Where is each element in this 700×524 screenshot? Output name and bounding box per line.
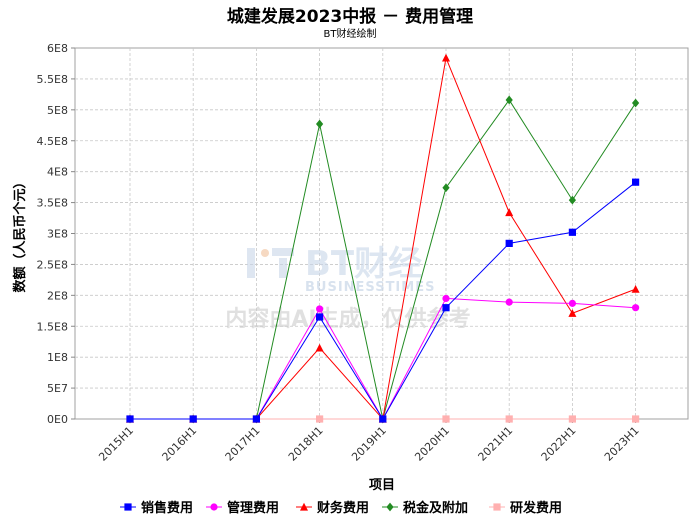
x-tick-label: 2020H1	[412, 424, 452, 464]
data-point	[442, 183, 450, 193]
watermark-text: 内容由AI生成，仅供参考	[225, 306, 470, 332]
data-point	[126, 415, 134, 423]
watermark-logo: BT财经	[305, 244, 422, 284]
y-tick-label: 3.5E8	[37, 197, 68, 210]
data-point	[316, 119, 324, 129]
x-tick-label: 2016H1	[160, 424, 200, 464]
y-tick-label: 2.5E8	[37, 258, 68, 271]
y-tick-label: 6E8	[47, 42, 68, 55]
chart-title: 城建发展2023中报 － 费用管理	[227, 6, 473, 27]
data-point	[379, 415, 387, 423]
series-0	[126, 178, 640, 423]
x-tick-label: 2021H1	[476, 424, 516, 464]
data-point	[632, 98, 640, 108]
legend-label: 研发费用	[510, 500, 562, 516]
legend-swatch-marker	[210, 503, 218, 511]
legend-label: 税金及附加	[403, 500, 468, 516]
x-axis-label: 项目	[369, 478, 395, 493]
y-axis-ticks: 0E0 5E7 1E8 1.5E8 2E8 2.5E8 3E8 3.5E8 4E8 4.5E8 5E…	[37, 42, 75, 426]
y-tick-label: 3E8	[47, 228, 68, 241]
x-tick-label: 2017H1	[223, 424, 263, 464]
x-tick-label: 2019H1	[349, 424, 389, 464]
legend: 销售费用 管理费用 财务费用 税金及附加 研发费用	[120, 500, 562, 516]
data-point	[189, 415, 197, 423]
y-tick-label: 4E8	[47, 166, 68, 179]
data-point	[316, 305, 324, 313]
data-point	[316, 313, 324, 321]
legend-item-4: 研发费用	[489, 500, 562, 516]
x-axis-ticks: 2015H1 2016H1 2017H1 2018H1 2019H1 2020H1 2021…	[96, 419, 642, 464]
x-tick-label: 2018H1	[286, 424, 326, 464]
data-point	[568, 228, 576, 236]
data-point	[316, 415, 324, 423]
y-tick-label: 1.5E8	[37, 320, 68, 333]
y-tick-label: 1E8	[47, 351, 68, 364]
legend-item-3: 税金及附加	[382, 500, 468, 516]
watermark-logo-sub: BUSINESSTIMES	[305, 280, 435, 295]
y-tick-label: 5E8	[47, 104, 68, 117]
legend-label: 销售费用	[141, 500, 193, 516]
legend-swatch-marker	[300, 502, 308, 511]
y-tick-label: 2E8	[47, 289, 68, 302]
data-point	[252, 415, 260, 423]
data-point	[505, 298, 513, 306]
data-point	[631, 284, 640, 293]
data-point	[315, 343, 324, 352]
legend-label: 财务费用	[317, 500, 369, 516]
data-point	[442, 294, 450, 303]
y-tick-label: 5E7	[47, 382, 68, 395]
legend-label: 管理费用	[227, 500, 279, 516]
data-point	[505, 239, 513, 247]
data-point	[442, 304, 450, 312]
data-point	[632, 178, 640, 186]
data-point	[505, 415, 513, 423]
legend-item-1: 管理费用	[206, 500, 279, 516]
y-tick-label: 5.5E8	[37, 73, 68, 86]
data-point	[568, 415, 576, 423]
grid-lines	[75, 48, 688, 419]
chart-subtitle: BT财经绘制	[324, 27, 377, 40]
watermark: BT财经 BUSINESSTIMES 内容由AI生成，仅供参考	[225, 244, 470, 332]
legend-item-2: 财务费用	[296, 500, 369, 516]
legend-item-0: 销售费用	[120, 500, 193, 516]
data-point	[442, 415, 450, 423]
y-tick-label: 0E0	[47, 413, 68, 426]
watermark-logo-mark	[247, 248, 294, 278]
data-point	[568, 309, 577, 317]
data-point	[505, 95, 513, 105]
x-tick-label: 2023H1	[602, 424, 642, 464]
legend-swatch-marker	[493, 503, 501, 511]
data-point	[442, 53, 450, 62]
data-point	[632, 304, 640, 312]
data-point	[568, 195, 576, 205]
series-group	[126, 53, 640, 424]
legend-swatch-marker	[124, 503, 132, 511]
x-tick-label: 2022H1	[539, 424, 579, 464]
data-point	[505, 208, 514, 217]
legend-swatch-marker	[386, 502, 394, 512]
y-axis-label: 数额（人民币个元）	[12, 175, 28, 292]
y-tick-label: 4.5E8	[37, 135, 68, 148]
x-tick-label: 2015H1	[96, 424, 136, 464]
data-point	[632, 415, 640, 423]
data-point	[568, 299, 577, 307]
